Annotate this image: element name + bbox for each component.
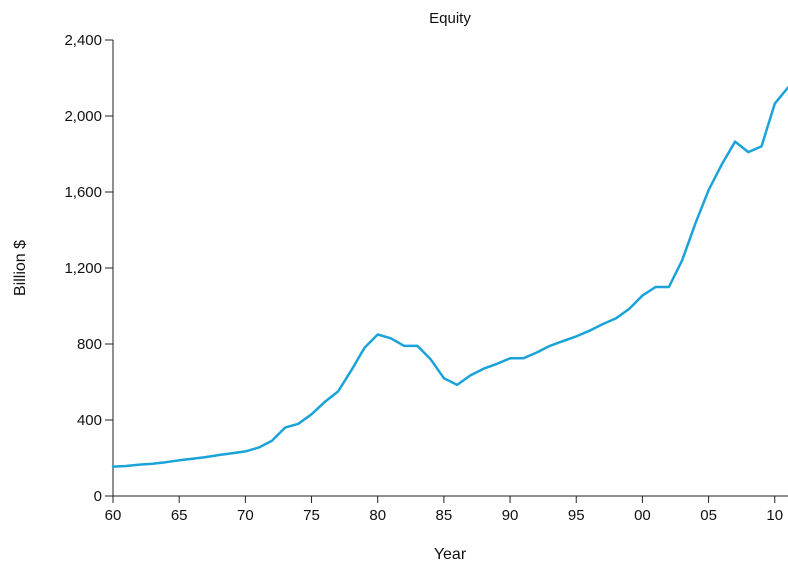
- x-tick-label: 00: [634, 507, 651, 524]
- x-axis-title: Year: [434, 546, 467, 563]
- x-tick-label: 85: [436, 507, 453, 524]
- x-tick-label: 65: [171, 507, 188, 524]
- x-tick-label: 60: [105, 507, 122, 524]
- chart-title: Equity: [429, 10, 471, 27]
- y-axis-ticks: 0 400 800 1,200 1,600 2,000 2,400: [64, 32, 113, 505]
- y-tick-label: 0: [94, 488, 102, 505]
- y-tick-label: 800: [77, 336, 102, 353]
- x-tick-label: 90: [502, 507, 519, 524]
- x-tick-label: 95: [568, 507, 585, 524]
- y-tick-label: 1,200: [64, 260, 102, 277]
- x-tick-label: 80: [369, 507, 386, 524]
- y-axis-title: Billion $: [12, 240, 29, 296]
- equity-series-line: [111, 86, 788, 468]
- series-layer: [111, 86, 788, 468]
- x-tick-label: 10: [766, 507, 783, 524]
- y-tick-label: 400: [77, 412, 102, 429]
- x-tick-label: 05: [700, 507, 717, 524]
- x-tick-label: 75: [303, 507, 320, 524]
- x-axis-ticks: 60 65 70 75 80 85 90 95 00 05 10: [105, 496, 783, 524]
- x-tick-label: 70: [237, 507, 254, 524]
- y-tick-label: 2,400: [64, 32, 102, 49]
- y-tick-label: 1,600: [64, 184, 102, 201]
- plot-area: [112, 40, 788, 497]
- y-tick-label: 2,000: [64, 108, 102, 125]
